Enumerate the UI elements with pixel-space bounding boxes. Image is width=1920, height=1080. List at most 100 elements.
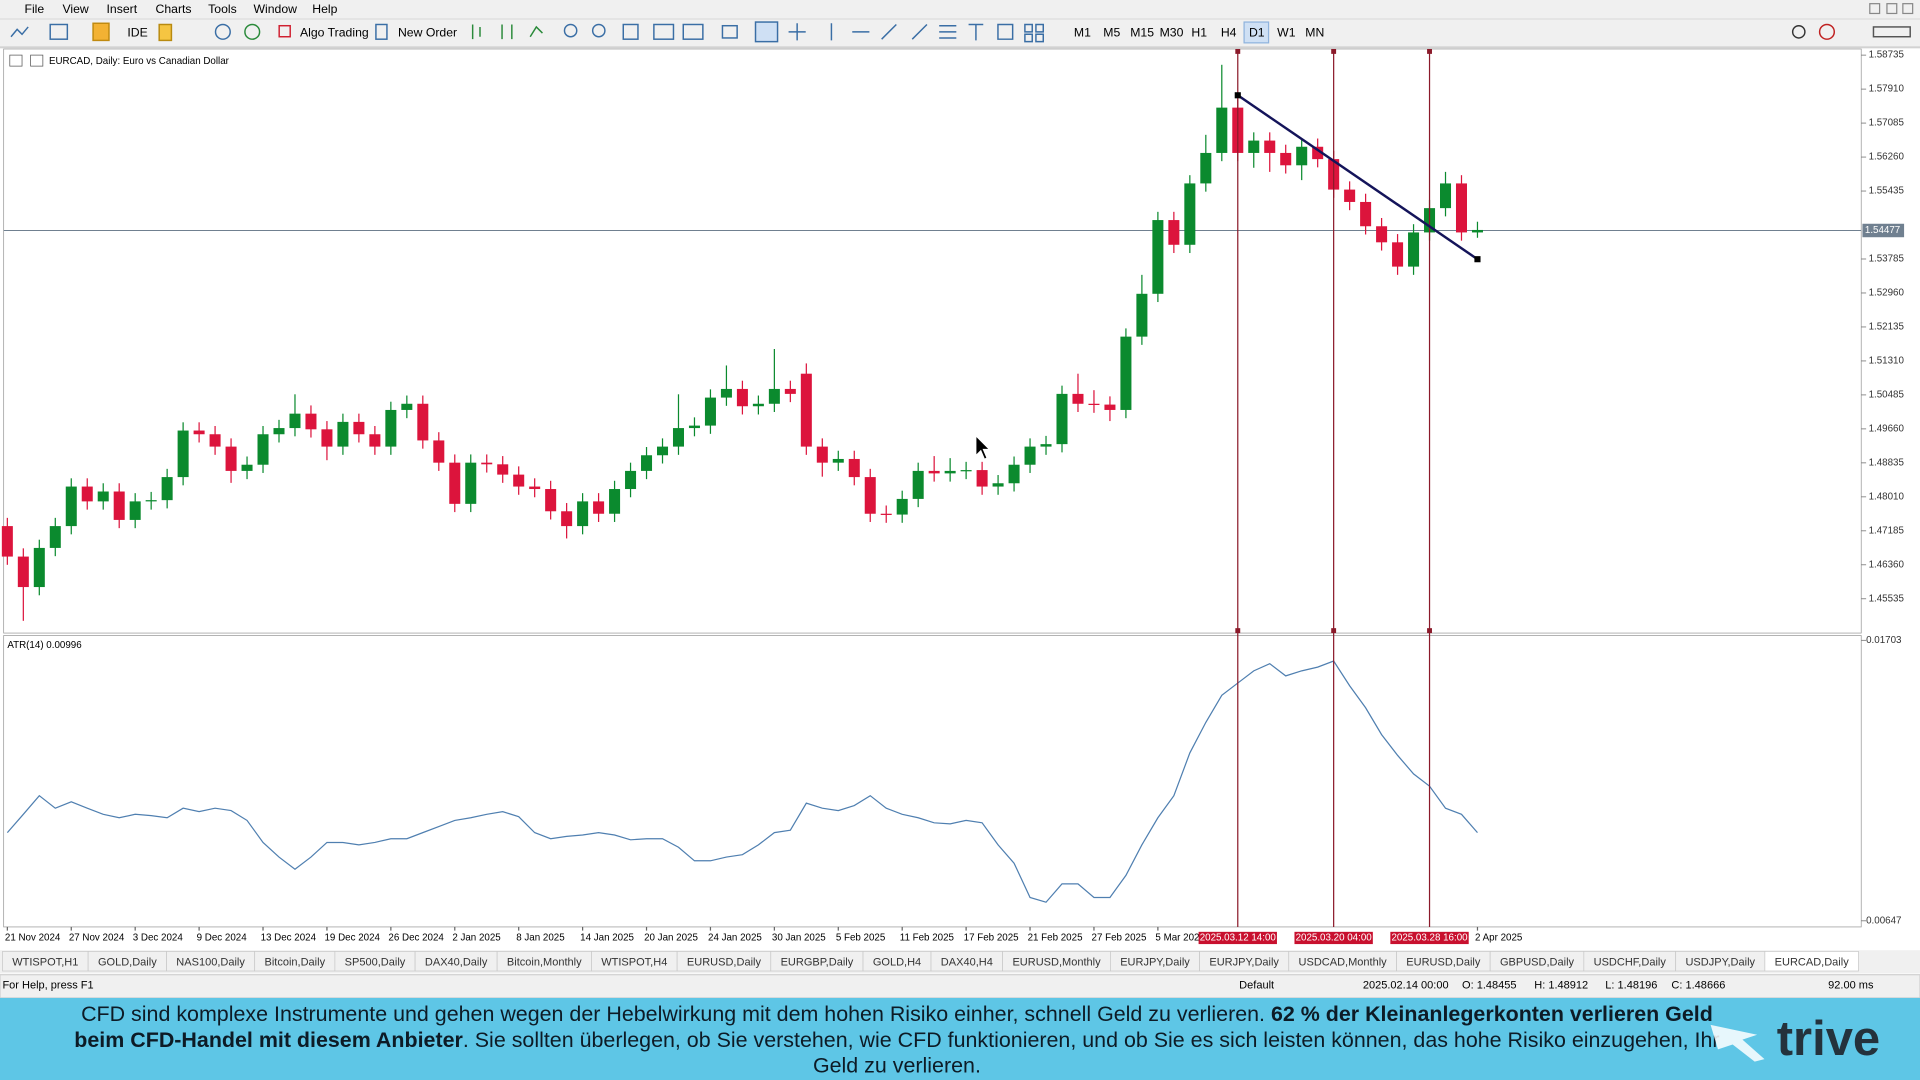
candle-body	[1455, 183, 1468, 233]
candle-body	[1152, 220, 1164, 294]
candle-body	[17, 556, 29, 588]
tab[interactable]: Bitcoin,Daily	[264, 956, 325, 968]
candle-body	[657, 446, 669, 456]
icon[interactable]	[471, 24, 543, 40]
chart-title: EURCAD, Daily: Euro vs Canadian Dollar	[49, 56, 230, 67]
x-tick-label: 17 Feb 2025	[964, 933, 1019, 944]
timeframe[interactable]: M15	[1130, 25, 1154, 39]
tab[interactable]: EURUSD,Daily	[1406, 956, 1481, 968]
icon[interactable]	[214, 23, 231, 40]
candle-body	[1120, 336, 1132, 410]
icon[interactable]	[653, 23, 675, 40]
candle-body	[113, 491, 125, 520]
timeframe[interactable]: D1	[1249, 25, 1265, 39]
trendline-handle	[1474, 256, 1481, 263]
line-handle	[1235, 48, 1241, 54]
status-item: For Help, press F1	[2, 980, 93, 992]
line-handle	[1331, 628, 1337, 634]
icon[interactable]	[92, 22, 110, 42]
candle-body	[257, 434, 269, 465]
tab[interactable]: WTISPOT,H1	[12, 956, 78, 968]
tab[interactable]: GOLD,Daily	[98, 956, 157, 968]
tab[interactable]: SP500,Daily	[345, 956, 406, 968]
candle-body	[1312, 146, 1324, 160]
timeframe[interactable]: M1	[1074, 25, 1091, 39]
vline-label: 2025.03.20 04:00	[1296, 933, 1373, 944]
toolbar-algo[interactable]: Algo Trading	[300, 25, 369, 39]
icon[interactable]	[682, 23, 704, 40]
icon[interactable]	[563, 23, 578, 38]
icon[interactable]	[375, 23, 388, 40]
tab[interactable]: NAS100,Daily	[176, 956, 245, 968]
menu-item[interactable]: Tools	[208, 2, 237, 16]
tab[interactable]: USDJPY,Daily	[1685, 956, 1755, 968]
window-button[interactable]	[1902, 3, 1914, 15]
icon[interactable]	[788, 23, 1045, 43]
window-button[interactable]	[1886, 3, 1898, 15]
icon[interactable]	[278, 24, 291, 38]
candle-body	[800, 373, 812, 447]
tab[interactable]: GOLD,H4	[873, 956, 921, 968]
menu-item[interactable]: Window	[253, 2, 297, 16]
tab[interactable]: EURGBP,Daily	[781, 956, 854, 968]
icon[interactable]	[591, 23, 606, 38]
chart-area	[3, 48, 1862, 634]
indicator-title: ATR(14) 0.00996	[7, 640, 82, 651]
menu-item[interactable]: View	[62, 2, 88, 16]
tab-bg[interactable]	[1764, 951, 1859, 972]
icon[interactable]	[49, 23, 69, 40]
tab[interactable]: EURUSD,Monthly	[1012, 956, 1101, 968]
icon[interactable]	[158, 23, 173, 42]
tab[interactable]: EURJPY,Daily	[1209, 956, 1279, 968]
menu-item[interactable]: Help	[312, 2, 337, 16]
toolbar-bg	[0, 0, 1920, 49]
window-button[interactable]	[1869, 3, 1881, 15]
menu-item[interactable]: Insert	[107, 2, 138, 16]
x-tick-label: 20 Jan 2025	[644, 933, 698, 944]
candle-body	[752, 403, 764, 407]
icon[interactable]	[754, 21, 779, 43]
timeframe[interactable]: MN	[1305, 25, 1324, 39]
candle-body	[1104, 404, 1116, 410]
menu-item[interactable]: Charts	[156, 2, 192, 16]
tab[interactable]: GBPUSD,Daily	[1500, 956, 1575, 968]
candle-body	[1072, 393, 1084, 404]
icon[interactable]	[622, 23, 639, 40]
menu-item[interactable]: File	[24, 2, 44, 16]
tab[interactable]: WTISPOT,H4	[601, 956, 667, 968]
timeframe[interactable]: H4	[1221, 25, 1237, 39]
line-handle	[1427, 628, 1432, 634]
candle-body	[497, 464, 509, 475]
tab[interactable]: USDCHF,Daily	[1594, 956, 1667, 968]
toolbar-ide[interactable]: IDE	[127, 25, 147, 39]
candle-body	[1168, 220, 1180, 245]
timeframe[interactable]: H1	[1191, 25, 1207, 39]
disclaimer-part: . Sie sollten überlegen, ob Sie verstehe…	[462, 1027, 1720, 1078]
x-tick-label: 13 Dec 2024	[261, 933, 317, 944]
candle-body	[1264, 140, 1276, 153]
x-tick-label: 9 Dec 2024	[197, 933, 248, 944]
y-tick-label: 1.57910	[1869, 84, 1905, 95]
icon[interactable]	[1791, 24, 1806, 39]
tab[interactable]: DAX40,Daily	[425, 956, 488, 968]
icon[interactable]	[1818, 23, 1836, 40]
candle-body	[33, 547, 45, 588]
icon[interactable]	[721, 24, 738, 39]
tab[interactable]: DAX40,H4	[941, 956, 993, 968]
tab[interactable]: EURUSD,Daily	[687, 956, 762, 968]
trendline-handle	[1234, 92, 1241, 99]
toolbar-order[interactable]: New Order	[398, 25, 457, 39]
timeframe[interactable]: W1	[1277, 25, 1296, 39]
atr-line	[6, 660, 1478, 903]
icon[interactable]	[1872, 26, 1911, 38]
tab[interactable]: EURJPY,Daily	[1120, 956, 1190, 968]
icon[interactable]	[10, 26, 29, 38]
tab[interactable]: EURCAD,Daily	[1775, 956, 1850, 968]
tab[interactable]: USDCAD,Monthly	[1299, 956, 1388, 968]
timeframe[interactable]: M30	[1160, 25, 1184, 39]
tab[interactable]: Bitcoin,Monthly	[507, 956, 582, 968]
timeframe[interactable]: M5	[1103, 25, 1120, 39]
status-item: L: 1.48196	[1605, 980, 1657, 992]
icon[interactable]	[244, 23, 261, 40]
status-item: O: 1.48455	[1462, 980, 1517, 992]
